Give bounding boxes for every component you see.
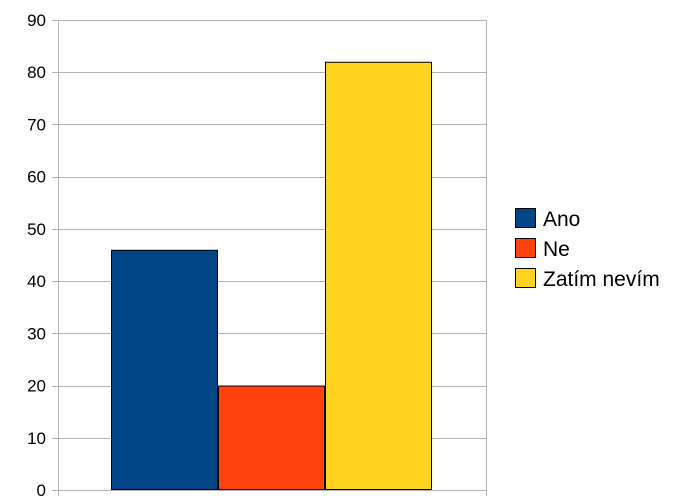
y-tick-label: 70 — [27, 115, 46, 134]
legend-label: Zatím nevím — [543, 268, 660, 291]
bar-ne — [218, 385, 325, 490]
y-tick-label: 10 — [27, 429, 46, 448]
legend-swatch — [515, 208, 536, 228]
y-tick-label: 30 — [27, 324, 46, 343]
y-tick-label: 20 — [27, 377, 46, 396]
y-tick-label: 80 — [27, 63, 46, 82]
y-tick-label: 60 — [27, 168, 46, 187]
bar-ano — [111, 249, 218, 490]
bars — [111, 61, 432, 491]
y-axis-ticks: 0 10 20 30 40 50 60 70 80 90 — [27, 11, 46, 497]
legend-swatch — [515, 238, 536, 258]
bar-zatím-nevím — [325, 61, 432, 491]
legend-swatch — [515, 268, 536, 288]
y-tick-label: 50 — [27, 220, 46, 239]
legend: Ano Ne Zatím nevím — [515, 208, 660, 291]
legend-label: Ano — [543, 208, 580, 231]
y-tick-label: 90 — [27, 11, 46, 30]
axes — [58, 20, 487, 496]
legend-label: Ne — [543, 238, 570, 261]
y-tick-label: 0 — [37, 481, 46, 497]
y-tick-label: 40 — [27, 272, 46, 291]
